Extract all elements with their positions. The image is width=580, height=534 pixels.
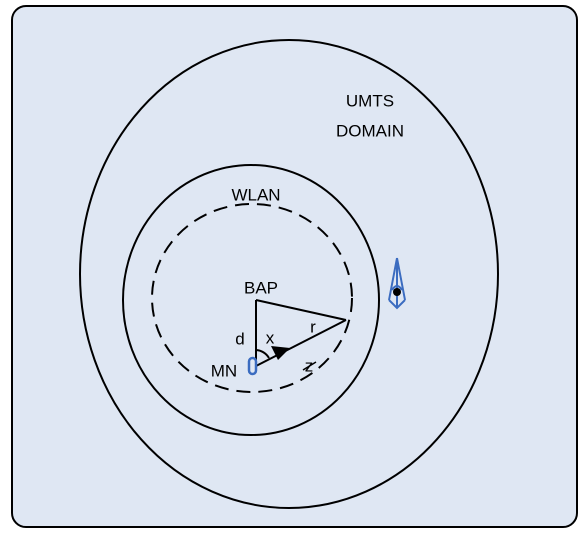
umts-coverage <box>79 39 499 509</box>
umts-antenna <box>388 257 406 310</box>
movement-arrow <box>271 346 290 360</box>
angle-arc <box>255 349 270 359</box>
wlan-coverage <box>122 164 380 436</box>
x-label: x <box>266 328 275 347</box>
umts-label: UMTS <box>346 91 394 110</box>
radius-line <box>255 299 347 321</box>
background-panel <box>11 5 578 528</box>
mobile-node <box>247 356 258 376</box>
umts-label: DOMAIN <box>336 121 404 140</box>
wlan-label: WLAN <box>231 185 280 204</box>
movement-line <box>255 319 347 367</box>
r-label: r <box>310 317 316 336</box>
antenna-core <box>393 288 401 296</box>
bap-label: BAP <box>244 278 278 297</box>
mn-label: MN <box>211 361 237 380</box>
d-label: d <box>235 329 244 348</box>
wlan-threshold <box>151 203 353 393</box>
z-label: z <box>305 356 314 375</box>
z-tick <box>302 361 317 371</box>
